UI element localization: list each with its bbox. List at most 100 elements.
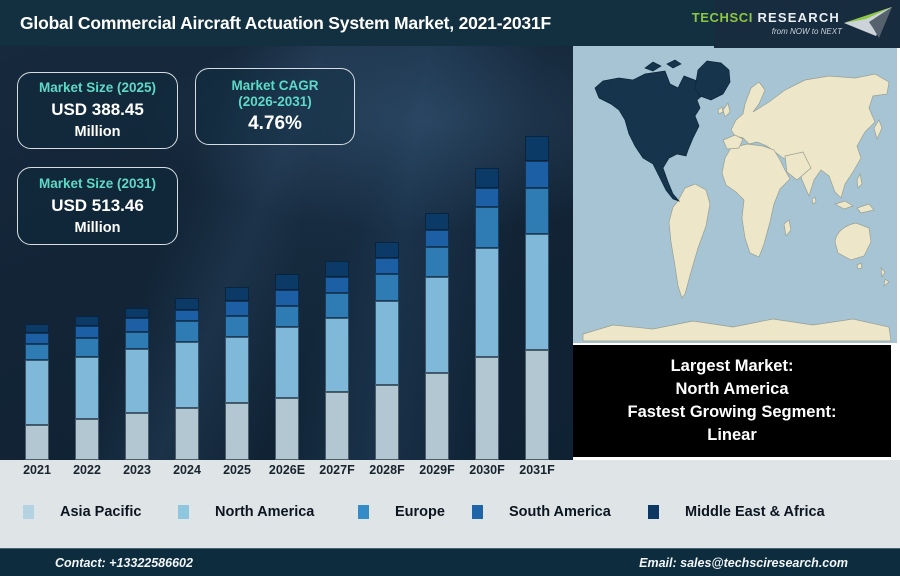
- bar-segment-middle-east-africa: [75, 316, 99, 326]
- legend-label: Middle East & Africa: [685, 504, 825, 520]
- bar-segment-asia-pacific: [75, 419, 99, 460]
- map-landmass: [811, 196, 817, 205]
- legend-swatch-north-america: [178, 505, 189, 519]
- bar-2022: [75, 316, 99, 460]
- bar-segment-north-america: [525, 234, 549, 350]
- logo-tagline: from NOW to NEXT: [771, 27, 842, 36]
- chart-panel: Market Size (2025) USD 388.45 Million Ma…: [0, 46, 573, 460]
- bar-segment-north-america: [325, 318, 349, 392]
- market-highlights-box: Largest Market: North America Fastest Gr…: [573, 345, 891, 457]
- bar-segment-europe: [225, 316, 249, 337]
- map-landmass: [722, 134, 744, 150]
- x-axis-label-2026e: 2026E: [268, 463, 306, 477]
- legend-item-europe: Europe: [358, 504, 445, 520]
- info-box-backdrop: Largest Market: North America Fastest Gr…: [573, 343, 900, 460]
- stat-box-market-cagr: Market CAGR (2026-2031) 4.76%: [195, 68, 355, 145]
- footer-email: Email: sales@techsciresearch.com: [639, 555, 848, 570]
- map-landmass: [717, 106, 724, 115]
- bar-segment-south-america: [425, 230, 449, 247]
- bar-segment-north-america: [125, 349, 149, 413]
- stat-box-market-size-2025: Market Size (2025) USD 388.45 Million: [17, 72, 178, 149]
- bar-segment-north-america: [75, 357, 99, 419]
- map-landmass: [783, 219, 792, 237]
- bar-segment-south-america: [475, 188, 499, 207]
- bar-segment-asia-pacific: [525, 350, 549, 460]
- stat-heading: Market Size (2031): [38, 175, 157, 191]
- bar-2026e: [275, 274, 299, 460]
- stat-unit: Million: [74, 219, 121, 236]
- map-landmass: [582, 318, 892, 342]
- map-landmass: [730, 73, 890, 199]
- map-landmass: [721, 143, 791, 258]
- stat-value: 4.76%: [248, 113, 302, 134]
- stat-value: USD 513.46: [51, 195, 144, 215]
- legend-label: Europe: [395, 504, 445, 520]
- logo-arrow-icon: [844, 7, 892, 38]
- bar-2027f: [325, 261, 349, 460]
- bar-segment-north-america: [475, 248, 499, 357]
- bar-segment-asia-pacific: [475, 357, 499, 460]
- bar-segment-europe: [275, 306, 299, 327]
- logo-text: TechSci Research: [692, 9, 840, 27]
- legend-label: North America: [215, 504, 315, 520]
- bar-segment-north-america: [275, 327, 299, 398]
- stat-box-market-size-2031: Market Size (2031) USD 513.46 Million: [17, 167, 178, 245]
- footer-contact: Contact: +13322586602: [55, 555, 193, 570]
- bar-segment-north-america: [175, 342, 199, 408]
- bar-segment-south-america: [25, 333, 49, 344]
- x-axis-label-2024: 2024: [173, 463, 201, 477]
- world-map: [573, 46, 897, 343]
- map-landmass: [856, 172, 863, 189]
- bar-segment-asia-pacific: [125, 413, 149, 460]
- techsci-logo: TechSci Research from NOW to NEXT: [692, 0, 900, 48]
- map-landmass: [873, 119, 883, 141]
- map-landmass: [880, 267, 886, 279]
- bar-segment-middle-east-africa: [475, 168, 499, 188]
- bar-segment-middle-east-africa: [525, 136, 549, 161]
- fastest-segment-label: Fastest Growing Segment:: [627, 403, 837, 421]
- x-axis-label-2029f: 2029F: [419, 463, 455, 477]
- map-landmass: [856, 203, 875, 214]
- bar-segment-asia-pacific: [175, 408, 199, 460]
- x-axis-label-2021: 2021: [23, 463, 51, 477]
- bar-2030f: [475, 168, 499, 460]
- bar-segment-europe: [25, 344, 49, 360]
- bar-2021: [25, 324, 49, 460]
- bar-segment-europe: [425, 247, 449, 277]
- logo-brand-techsci: TechSci: [691, 10, 753, 25]
- map-landmass: [834, 222, 872, 261]
- fastest-segment-value: Linear: [707, 426, 757, 444]
- stat-unit: Million: [74, 124, 121, 140]
- bar-segment-north-america: [225, 337, 249, 403]
- bar-2024: [175, 298, 199, 460]
- map-landmass: [784, 151, 812, 181]
- bar-segment-middle-east-africa: [125, 308, 149, 318]
- x-axis-label-2028f: 2028F: [369, 463, 405, 477]
- bar-segment-europe: [125, 332, 149, 349]
- bar-segment-asia-pacific: [375, 385, 399, 460]
- bar-segment-europe: [325, 293, 349, 318]
- bar-segment-middle-east-africa: [325, 261, 349, 277]
- stat-heading: Market CAGR (2026-2031): [231, 78, 319, 109]
- legend-label: South America: [509, 504, 611, 520]
- bar-segment-south-america: [275, 290, 299, 306]
- legend-swatch-asia-pacific: [23, 505, 34, 519]
- map-landmass: [834, 200, 854, 210]
- x-axis-label-2025: 2025: [223, 463, 251, 477]
- legend-item-south-america: South America: [472, 504, 611, 520]
- legend-item-north-america: North America: [178, 504, 314, 520]
- legend-item-asia-pacific: Asia Pacific: [23, 504, 141, 520]
- bar-segment-south-america: [175, 310, 199, 321]
- map-landmass: [856, 262, 863, 270]
- map-landmass: [668, 183, 711, 299]
- x-axis-label-2031f: 2031F: [519, 463, 555, 477]
- bar-segment-middle-east-africa: [175, 298, 199, 310]
- x-axis-label-2027f: 2027F: [319, 463, 355, 477]
- bar-2031f: [525, 136, 549, 460]
- bar-segment-middle-east-africa: [375, 242, 399, 258]
- bar-segment-asia-pacific: [325, 392, 349, 460]
- bar-segment-europe: [175, 321, 199, 342]
- x-axis-label-2023: 2023: [123, 463, 151, 477]
- legend-swatch-south-america: [472, 505, 483, 519]
